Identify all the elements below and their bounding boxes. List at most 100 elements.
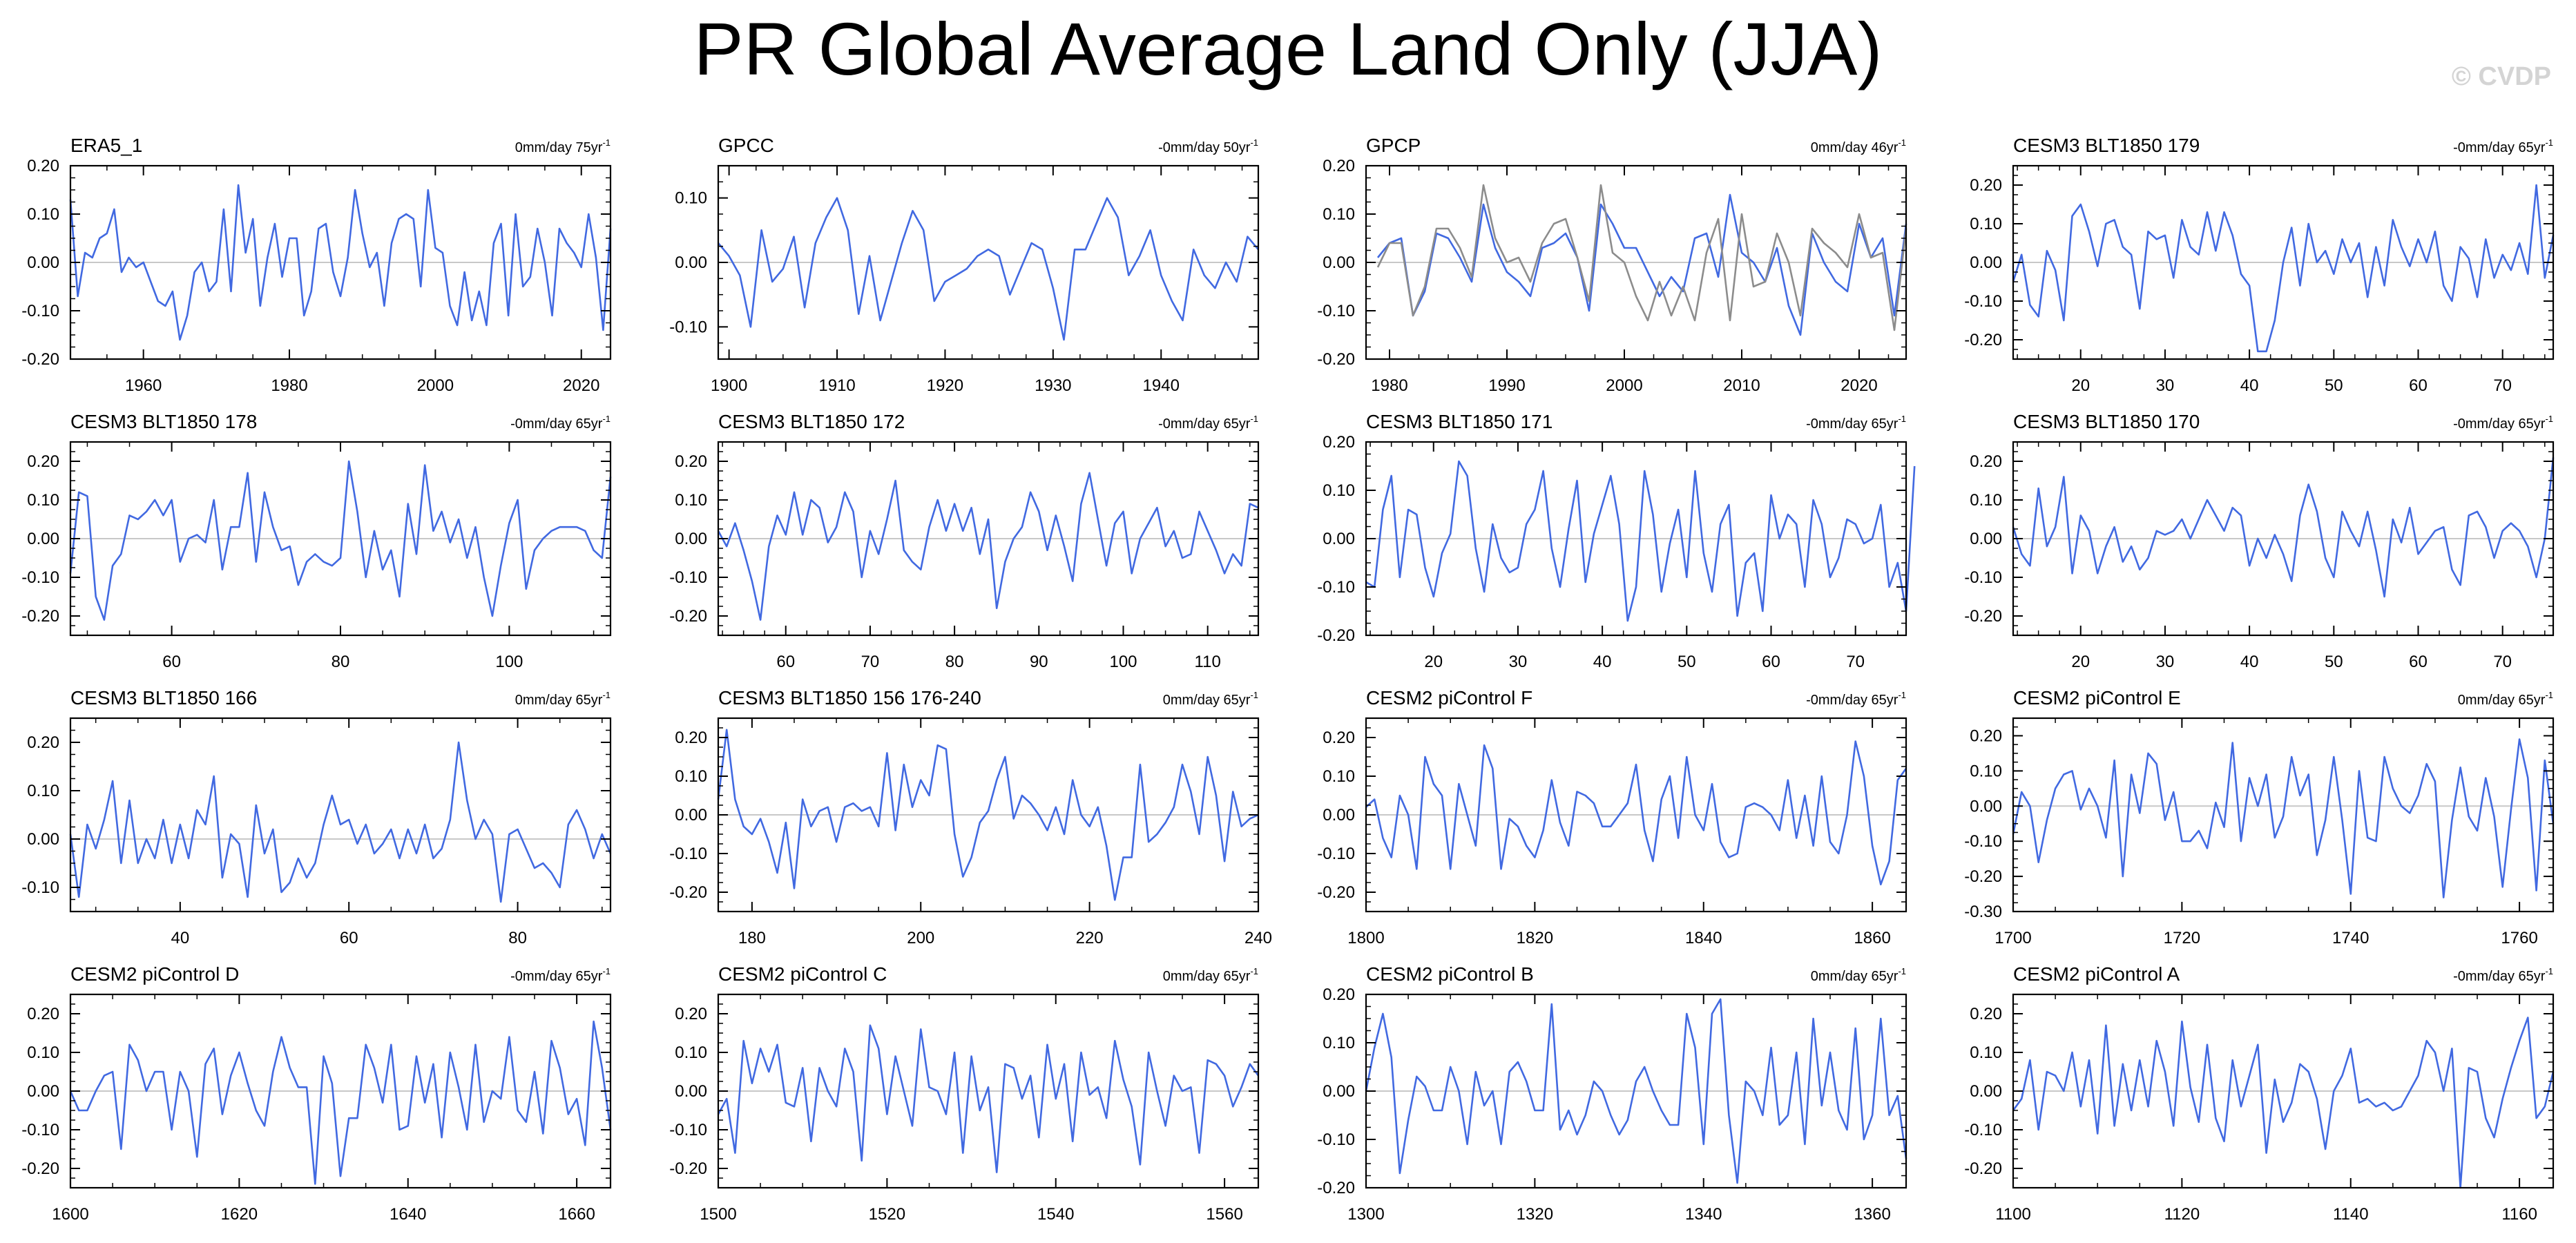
x-tick-label: 1960 [125, 376, 162, 395]
x-tick-label: 40 [171, 929, 189, 947]
x-tick-label: 1100 [1995, 1205, 2031, 1224]
panel-trend: -0mm/day 50yr-1 [1158, 137, 1258, 155]
y-tick-label: -0.10 [1317, 302, 1355, 320]
panel-12: CESM2 piControl D -0mm/day 65yr-1 -0.20 -0.… [21, 963, 612, 1224]
trend-exponent: -1 [602, 414, 611, 424]
x-tick-label: 100 [495, 653, 523, 671]
panel-trend: -0mm/day 65yr-1 [1806, 414, 1906, 432]
y-tick-label: 0.00 [27, 253, 59, 272]
x-tick-label: 70 [2493, 653, 2512, 671]
x-tick-label: 1760 [2501, 929, 2537, 947]
y-tick-label: -0.10 [21, 878, 59, 897]
y-tick-label: 0.20 [1323, 433, 1355, 452]
panel-4: CESM3 BLT1850 178 -0mm/day 65yr-1 -0.20 -0.… [21, 411, 612, 671]
trend-exponent: -1 [1250, 137, 1258, 148]
x-tick-label: 110 [1195, 653, 1221, 671]
panel-1: GPCC -0mm/day 50yr-1 -0.10 0.00 0.10 1900 1910… [669, 135, 1260, 395]
panel-title: CESM3 BLT1850 166 [70, 687, 257, 709]
x-tick-label: 1540 [1037, 1205, 1074, 1224]
series-line [69, 184, 612, 341]
trend-exponent: -1 [602, 690, 611, 700]
y-tick-label: 0.00 [675, 253, 707, 272]
x-tick-label: 1640 [390, 1205, 426, 1224]
x-tick-label: 1930 [1035, 376, 1071, 395]
panel-trend: 0mm/day 65yr-1 [2458, 690, 2553, 708]
x-tick-label: 200 [907, 929, 934, 947]
panel-trend: -0mm/day 65yr-1 [2453, 966, 2553, 984]
y-tick-label: -0.10 [1964, 1121, 2002, 1139]
series-line [69, 460, 612, 621]
series-line [1365, 740, 1907, 886]
panel-title: GPCC [718, 135, 774, 156]
x-tick-label: 100 [1109, 653, 1137, 671]
y-tick-label: 0.20 [1970, 176, 2002, 195]
series-line [69, 1020, 612, 1185]
x-tick-label: 1500 [700, 1205, 736, 1224]
x-tick-label: 1300 [1347, 1205, 1384, 1224]
y-tick-label: -0.10 [669, 318, 707, 336]
y-tick-label: 0.20 [1323, 729, 1355, 747]
y-tick-label: 0.20 [675, 452, 707, 471]
x-tick-label: 60 [2409, 653, 2428, 671]
y-tick-label: 0.10 [27, 1043, 59, 1062]
x-tick-label: 1520 [869, 1205, 905, 1224]
y-tick-label: 0.20 [675, 1005, 707, 1023]
x-tick-label: 1140 [2333, 1205, 2369, 1224]
x-tick-label: 1910 [818, 376, 855, 395]
x-tick-label: 1320 [1517, 1205, 1553, 1224]
x-tick-label: 1840 [1685, 929, 1722, 947]
y-tick-label: -0.30 [1964, 903, 2002, 921]
panel-title: ERA5_1 [70, 135, 142, 156]
panel-0: ERA5_1 0mm/day 75yr-1 -0.20 -0.10 0.00 0.10 0.… [21, 135, 612, 395]
y-tick-label: -0.20 [1964, 1159, 2002, 1178]
trend-exponent: -1 [1898, 137, 1906, 148]
y-tick-label: 0.10 [675, 491, 707, 510]
y-tick-label: 0.20 [1970, 452, 2002, 471]
y-tick-label: -0.20 [1964, 607, 2002, 626]
figure-title: PR Global Average Land Only (JJA) [693, 7, 1883, 90]
panel-10: CESM2 piControl F -0mm/day 65yr-1 -0.20 -0.… [1317, 687, 1907, 947]
trend-exponent: -1 [602, 966, 611, 976]
x-tick-label: 1720 [2164, 929, 2200, 947]
trend-exponent: -1 [2545, 966, 2553, 976]
series-line [1365, 998, 1907, 1184]
panel-7: CESM3 BLT1850 170 -0mm/day 65yr-1 -0.20 -0.… [1964, 411, 2555, 671]
y-tick-label: -0.10 [669, 845, 707, 863]
panel-trend: 0mm/day 65yr-1 [1163, 966, 1258, 984]
trend-exponent: -1 [1898, 414, 1906, 424]
x-tick-label: 1660 [558, 1205, 595, 1224]
y-tick-label: -0.20 [1964, 331, 2002, 349]
y-tick-label: -0.20 [1317, 626, 1355, 645]
y-tick-label: 0.00 [1323, 806, 1355, 825]
series-line [717, 472, 1259, 621]
y-tick-label: 0.10 [1323, 481, 1355, 500]
panel-title: CESM3 BLT1850 156 176-240 [718, 687, 981, 709]
trend-exponent: -1 [1250, 414, 1258, 424]
panel-9: CESM3 BLT1850 156 176-240 0mm/day 65yr-1-… [669, 687, 1272, 947]
panel-14: CESM2 piControl B 0mm/day 65yr-1 -0.20 -0.1… [1317, 963, 1907, 1224]
series-line [718, 197, 1259, 341]
y-tick-label: 0.20 [1970, 1005, 2002, 1023]
x-tick-label: 30 [2156, 653, 2175, 671]
overlay-series-line [1376, 184, 1907, 331]
trend-exponent: -1 [2545, 414, 2553, 424]
y-tick-label: -0.20 [21, 607, 59, 626]
series-line [2012, 1016, 2555, 1189]
y-tick-label: 0.20 [27, 733, 59, 752]
panel-3: CESM3 BLT1850 179 -0mm/day 65yr-1 -0.20 -0.… [1964, 135, 2555, 395]
panel-title: CESM3 BLT1850 171 [1366, 411, 1553, 432]
trend-exponent: -1 [1250, 690, 1258, 700]
x-tick-label: 2020 [1840, 376, 1877, 395]
y-tick-label: 0.00 [675, 806, 707, 825]
x-tick-label: 1600 [52, 1205, 88, 1224]
panel-trend: 0mm/day 75yr-1 [515, 137, 611, 155]
x-tick-label: 60 [340, 929, 358, 947]
panel-8: CESM3 BLT1850 166 0mm/day 65yr-1 -0.10 0.00… [21, 687, 612, 947]
x-tick-label: 80 [508, 929, 527, 947]
y-tick-label: 0.00 [1970, 530, 2002, 548]
y-tick-label: 0.20 [27, 1005, 59, 1023]
y-tick-label: -0.10 [1317, 578, 1355, 597]
x-tick-label: 80 [945, 653, 964, 671]
x-tick-label: 1980 [271, 376, 307, 395]
y-tick-label: -0.20 [21, 350, 59, 369]
